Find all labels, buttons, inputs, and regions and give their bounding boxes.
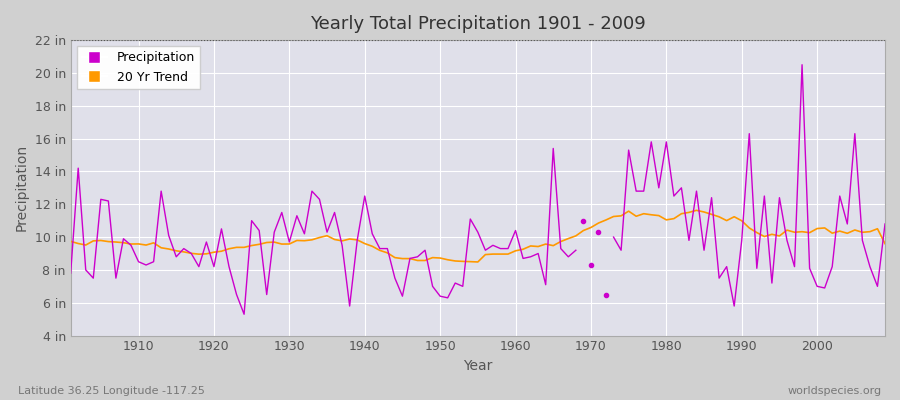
Y-axis label: Precipitation: Precipitation <box>15 144 29 232</box>
Text: worldspecies.org: worldspecies.org <box>788 386 882 396</box>
Text: Latitude 36.25 Longitude -117.25: Latitude 36.25 Longitude -117.25 <box>18 386 205 396</box>
Legend: Precipitation, 20 Yr Trend: Precipitation, 20 Yr Trend <box>76 46 200 89</box>
X-axis label: Year: Year <box>464 359 492 373</box>
Title: Yearly Total Precipitation 1901 - 2009: Yearly Total Precipitation 1901 - 2009 <box>310 15 645 33</box>
